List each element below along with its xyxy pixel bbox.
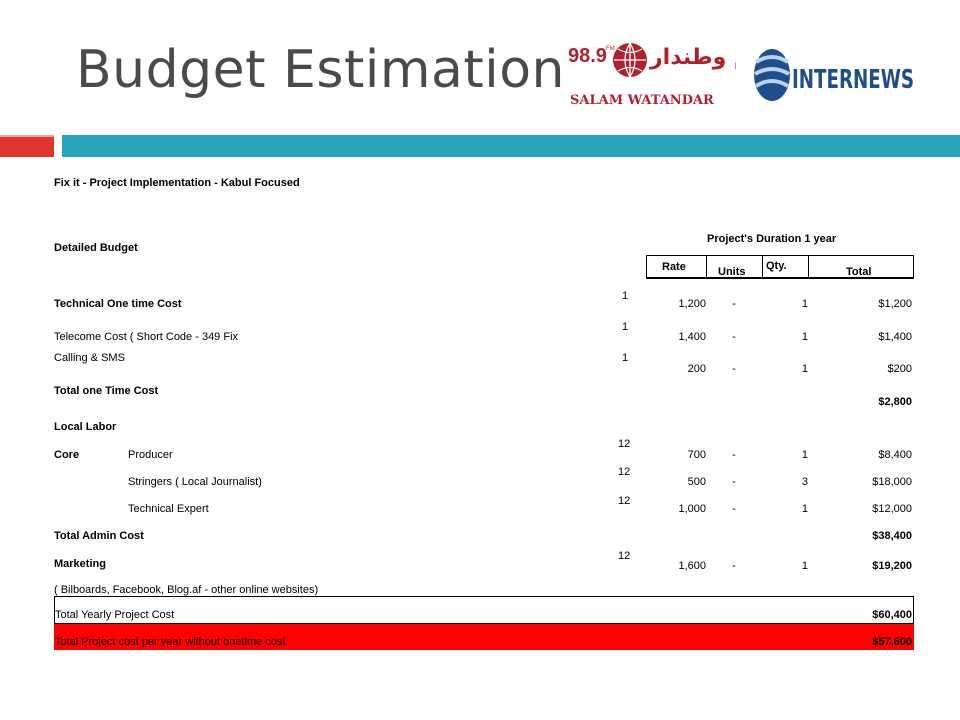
logo-arabic: سلام وطندار — [649, 45, 736, 70]
row-label: Total Yearly Project Cost — [55, 609, 175, 621]
row-label: Technical Expert — [128, 503, 209, 515]
internews-swirl-icon — [753, 49, 791, 101]
row-label: Marketing — [54, 558, 106, 570]
row-total: $57,600 — [872, 636, 912, 648]
row-months: 12 — [618, 550, 631, 562]
row-total: $38,400 — [872, 530, 912, 542]
internews-wordmark: INTERNEWS — [792, 65, 914, 95]
row-rate: 700 — [687, 449, 706, 461]
internews-logo: INTERNEWS — [753, 49, 914, 101]
column-header-rate: Rate — [662, 261, 686, 273]
row-label: Telecome Cost ( Short Code - 349 Fix — [54, 331, 239, 343]
row-units: - — [732, 298, 736, 310]
row-qty: 1 — [801, 449, 808, 461]
logo-frequency-sup: FM — [606, 46, 615, 52]
row-units: - — [732, 363, 736, 375]
net-total-row — [54, 624, 914, 650]
duration-label: Project's Duration 1 year — [707, 233, 837, 245]
row-total: $18,000 — [872, 476, 912, 488]
row-units: - — [732, 449, 736, 461]
detailed-budget-label: Detailed Budget — [54, 242, 138, 254]
row-months: 12 — [618, 466, 631, 478]
row-months: 1 — [622, 321, 629, 333]
row-rate: 1,200 — [678, 298, 706, 310]
row-qty: 1 — [801, 331, 808, 343]
row-label: Technical One time Cost — [54, 298, 182, 310]
row-qty: 3 — [801, 476, 808, 488]
logo-latin: SALAM WATANDAR — [570, 93, 714, 108]
row-rate: 1,400 — [678, 331, 706, 343]
row-total: $1,200 — [878, 298, 912, 310]
column-header-qty: Qty. — [766, 260, 787, 272]
row-rate: 1,600 — [678, 560, 706, 572]
salam-watandar-logo: 98.9 FM سلام وطندار SALAM WATANDAR — [568, 42, 736, 108]
row-months: 12 — [618, 495, 631, 507]
row-units: - — [732, 560, 736, 572]
row-label: Total one Time Cost — [54, 385, 159, 397]
row-months: 12 — [618, 438, 631, 450]
row-total: $2,800 — [878, 396, 912, 408]
row-category: Core — [54, 449, 80, 461]
row-qty: 1 — [801, 363, 808, 375]
row-label: Calling & SMS — [54, 352, 125, 364]
row-qty: 1 — [801, 560, 808, 572]
row-rate: 200 — [687, 363, 706, 375]
accent-bar-red — [0, 135, 54, 157]
row-label: Producer — [128, 449, 173, 461]
column-header-units: Units — [718, 266, 746, 278]
row-label: Local Labor — [54, 421, 117, 433]
row-units: - — [732, 476, 736, 488]
row-label: Stringers ( Local Journalist) — [128, 476, 262, 488]
row-units: - — [732, 503, 736, 515]
row-months: 1 — [622, 352, 629, 364]
row-qty: 1 — [801, 298, 808, 310]
row-label: Total Project cost per year without onet… — [55, 636, 286, 648]
row-total: $200 — [887, 363, 912, 375]
row-total: $19,200 — [872, 560, 912, 572]
accent-bar-highlight — [0, 135, 54, 137]
yearly-total-row — [54, 596, 914, 624]
accent-bar-teal — [62, 135, 960, 157]
logo-frequency: 98.9 — [568, 45, 607, 67]
column-header-total: Total — [846, 266, 872, 278]
row-months: 1 — [622, 290, 629, 302]
row-total: $1,400 — [878, 331, 912, 343]
row-units: - — [732, 331, 736, 343]
row-total: $12,000 — [872, 503, 912, 515]
row-rate: 500 — [687, 476, 706, 488]
row-note: ( Bilboards, Facebook, Blog.af - other o… — [54, 584, 319, 596]
row-qty: 1 — [801, 503, 808, 515]
header-underline — [646, 277, 914, 279]
slide-title: Budget Estimation — [76, 40, 565, 100]
budget-heading: Fix it - Project Implementation - Kabul … — [54, 177, 300, 189]
row-rate: 1,000 — [678, 503, 706, 515]
row-label: Total Admin Cost — [54, 530, 144, 542]
row-total: $60,400 — [872, 609, 912, 621]
row-total: $8,400 — [878, 449, 912, 461]
